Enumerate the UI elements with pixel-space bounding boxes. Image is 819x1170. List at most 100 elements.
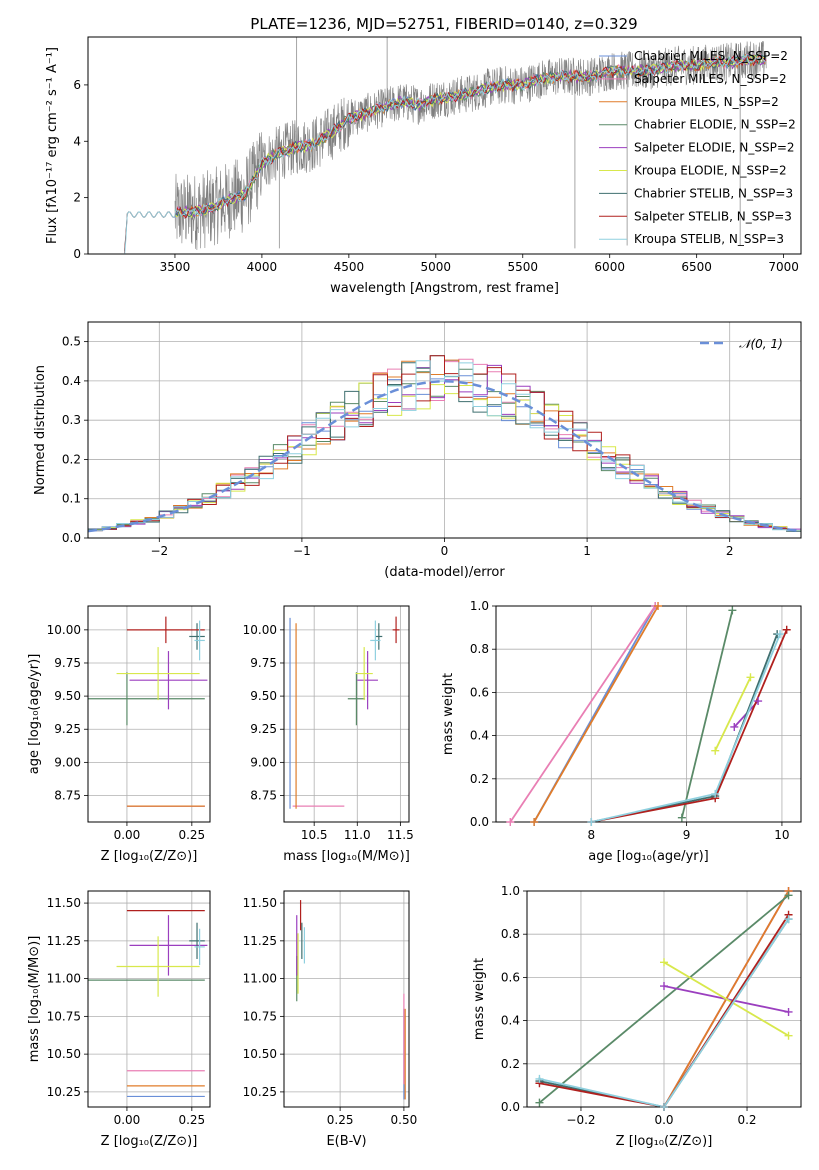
marker-chabrier-elodie [784, 891, 793, 900]
x-tick-label: 5000 [421, 260, 452, 274]
x-tick-label: 8 [587, 828, 595, 842]
marker-kroupa-elodie [784, 1031, 793, 1040]
x-tick-label: 0.00 [114, 1113, 141, 1127]
marker-kroupa-stelib [660, 1103, 668, 1111]
panel-weight-vs-age: 8 9 10 0.0 0.2 0.4 0.6 0.8 1.0 age [log₁₀(age/yr)… [441, 599, 802, 864]
x-tick-label: 0.00 [114, 828, 141, 842]
y-tick-label: 9.50 [250, 689, 277, 703]
y-tick-label: 0.8 [501, 927, 520, 941]
panel-spectrum: 3500 4000 4500 5000 5500 6000 6500 7000 0 2 4 6 wave… [45, 36, 802, 296]
series-chabrier-stelib [591, 633, 779, 822]
y-tick-label: 10.75 [243, 1009, 277, 1023]
y-tick-label: 0.0 [501, 1100, 520, 1114]
plot-area [88, 322, 801, 538]
y-tick-label: 0.2 [62, 452, 81, 466]
x-axis-label: Z [log₁₀(Z/Z⊙)] [616, 1134, 713, 1149]
y-tick-label: 0.8 [470, 642, 489, 656]
x-axis-label: wavelength [Angstrom, rest frame] [330, 281, 559, 296]
marker-salpeter-stelib [782, 625, 791, 634]
marker-kroupa-stelib [776, 630, 785, 639]
legend-entry: Salpeter MILES, N_SSP=2 [634, 72, 787, 86]
y-tick-label: 0.3 [62, 413, 81, 427]
y-tick-label: 0.5 [62, 335, 81, 349]
y-tick-label: 11.25 [243, 934, 277, 948]
axes-frame [87, 36, 802, 255]
legend-entry: Chabrier ELODIE, N_SSP=2 [634, 118, 796, 132]
y-tick-label: 11.50 [47, 896, 81, 910]
series-kroupa-stelib [539, 918, 790, 1107]
marker-kroupa-miles [654, 602, 663, 610]
axes-frame [495, 605, 802, 823]
plot-area [88, 606, 210, 822]
x-axis-label: age [log₁₀(age/yr)] [588, 849, 709, 864]
marker-salpeter-miles [506, 818, 515, 826]
panel-weight-vs-Z: −0.2 0.0 0.2 0.0 0.2 0.4 0.6 0.8 1.0 Z [log₁₀(Z/Z… [472, 884, 802, 1149]
y-tick-label: 9.75 [54, 656, 81, 670]
plot-area [284, 606, 409, 822]
series-chabrier-elodie [681, 610, 734, 818]
legend-entry-normal: 𝒩(0, 1) [739, 337, 783, 351]
legend-entry: Salpeter STELIB, N_SSP=3 [634, 209, 792, 223]
x-tick-label: 11.5 [387, 828, 414, 842]
marker-kroupa-stelib [535, 1074, 544, 1083]
spectrum-title: PLATE=1236, MJD=52751, FIBERID=0140, z=0… [250, 15, 637, 33]
marker-kroupa-elodie [711, 746, 720, 755]
x-axis-label: E(B-V) [326, 1134, 366, 1149]
axes-frame [283, 890, 410, 1108]
ticks [280, 902, 405, 1111]
y-tick-label: 10.50 [47, 1047, 81, 1061]
legend-entry: Kroupa STELIB, N_SSP=3 [634, 232, 784, 246]
ticks [523, 890, 748, 1111]
panel-mass-vs-EBV: 0.25 0.50 10.25 10.50 10.75 11.00 11.25 11.50 E(… [243, 890, 417, 1149]
y-tick-label: 0.2 [470, 772, 489, 786]
series-kroupa-elodie [663, 961, 789, 1037]
y-tick-label: 10.00 [243, 623, 277, 637]
series-salpeter-miles [509, 606, 656, 822]
y-tick-label: 0.0 [62, 531, 81, 545]
y-axis-label: mass weight [441, 673, 456, 755]
legend: Chabrier MILES, N_SSP=2 Salpeter MILES, N… [599, 49, 796, 246]
x-tick-label: −0.2 [566, 1113, 595, 1127]
x-tick-label: 4000 [247, 260, 278, 274]
x-axis-label: Z [log₁₀(Z/Z⊙)] [101, 849, 198, 864]
x-tick-label: 10.5 [301, 828, 328, 842]
axes-frame [87, 890, 211, 1108]
x-axis-label: mass [log₁₀(M/M⊙)] [283, 849, 410, 864]
x-tick-label: 9 [683, 828, 691, 842]
y-tick-label: 11.00 [243, 972, 277, 986]
x-tick-label: 5500 [507, 260, 538, 274]
marker-kroupa-stelib [711, 789, 720, 798]
y-tick-label: 0.1 [62, 492, 81, 506]
marker-kroupa-elodie [746, 673, 755, 682]
plot-area [496, 606, 801, 822]
y-tick-label: 1.0 [501, 884, 520, 898]
series-salpeter-stelib [539, 914, 790, 1107]
y-axis-label: age [log₁₀(age/yr)] [27, 654, 42, 775]
x-tick-label: 10 [774, 828, 789, 842]
y-tick-label: 1.0 [470, 599, 489, 613]
histogram-salpeter-stelib [88, 355, 801, 532]
y-axis-label: mass weight [472, 958, 487, 1040]
legend-entry: Kroupa ELODIE, N_SSP=2 [634, 164, 787, 178]
y-axis-label: Normed distribution [33, 365, 48, 495]
legend-entry: Chabrier MILES, N_SSP=2 [634, 49, 788, 63]
y-tick-label: 10.75 [47, 1009, 81, 1023]
model-chabrier-stelib [124, 53, 767, 252]
model-kroupa-stelib [124, 53, 767, 254]
x-tick-label: 1 [583, 544, 591, 558]
y-tick-label: 10.25 [47, 1085, 81, 1099]
grid [284, 891, 409, 1107]
y-tick-label: 8.75 [54, 788, 81, 802]
series-kroupa-miles [533, 606, 659, 822]
series-kroupa-elodie [714, 676, 752, 752]
y-tick-label: 9.25 [54, 722, 81, 736]
axes-frame [87, 321, 802, 539]
x-tick-label: 11.0 [344, 828, 371, 842]
grid [527, 891, 801, 1107]
x-tick-label: 0.0 [654, 1113, 673, 1127]
y-tick-label: 0.6 [501, 970, 520, 984]
x-tick-label: 0.25 [327, 1113, 354, 1127]
x-axis-label: Z [log₁₀(Z/Z⊙)] [101, 1134, 198, 1149]
plot-area [284, 891, 409, 1107]
